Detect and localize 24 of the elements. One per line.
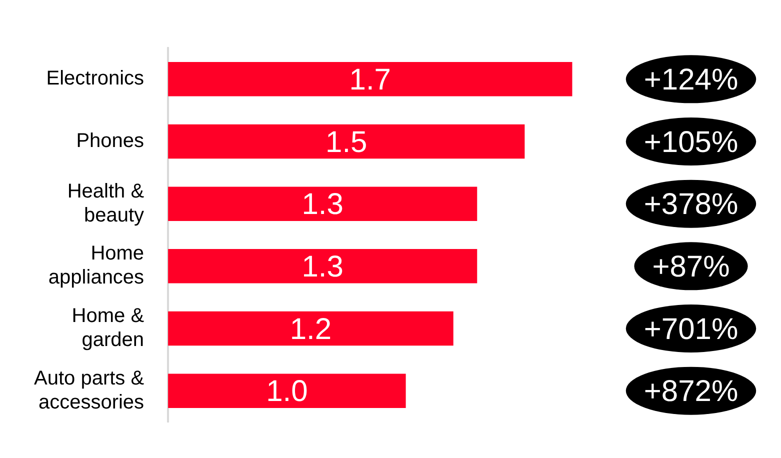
y-tick-label: Home & garden bbox=[72, 305, 145, 352]
data-label: 1.3 bbox=[302, 188, 344, 222]
text: +87% bbox=[652, 250, 730, 284]
text: +872% bbox=[644, 375, 738, 408]
text: +701% bbox=[644, 312, 738, 346]
y-tick-label: Home appliances bbox=[48, 242, 144, 289]
bar bbox=[168, 62, 572, 96]
y-tick-label: Auto parts & accessories bbox=[34, 367, 145, 414]
data-label: 1.3 bbox=[302, 250, 344, 284]
data-label: 1.7 bbox=[349, 63, 391, 96]
y-tick-label: Phones bbox=[76, 130, 144, 152]
text: +124% bbox=[644, 63, 738, 96]
y-tick-label: Electronics bbox=[46, 68, 144, 90]
y-tick-label: Health & beauty bbox=[67, 180, 145, 226]
bar bbox=[168, 186, 478, 221]
bar bbox=[168, 249, 478, 284]
bar bbox=[168, 124, 525, 159]
data-label: 1.0 bbox=[266, 375, 308, 408]
bar bbox=[168, 374, 406, 408]
text: +105% bbox=[644, 126, 738, 159]
bar bbox=[168, 311, 454, 346]
text: +378% bbox=[644, 188, 738, 222]
data-label: 1.2 bbox=[290, 312, 332, 346]
data-label: 1.5 bbox=[326, 126, 368, 159]
